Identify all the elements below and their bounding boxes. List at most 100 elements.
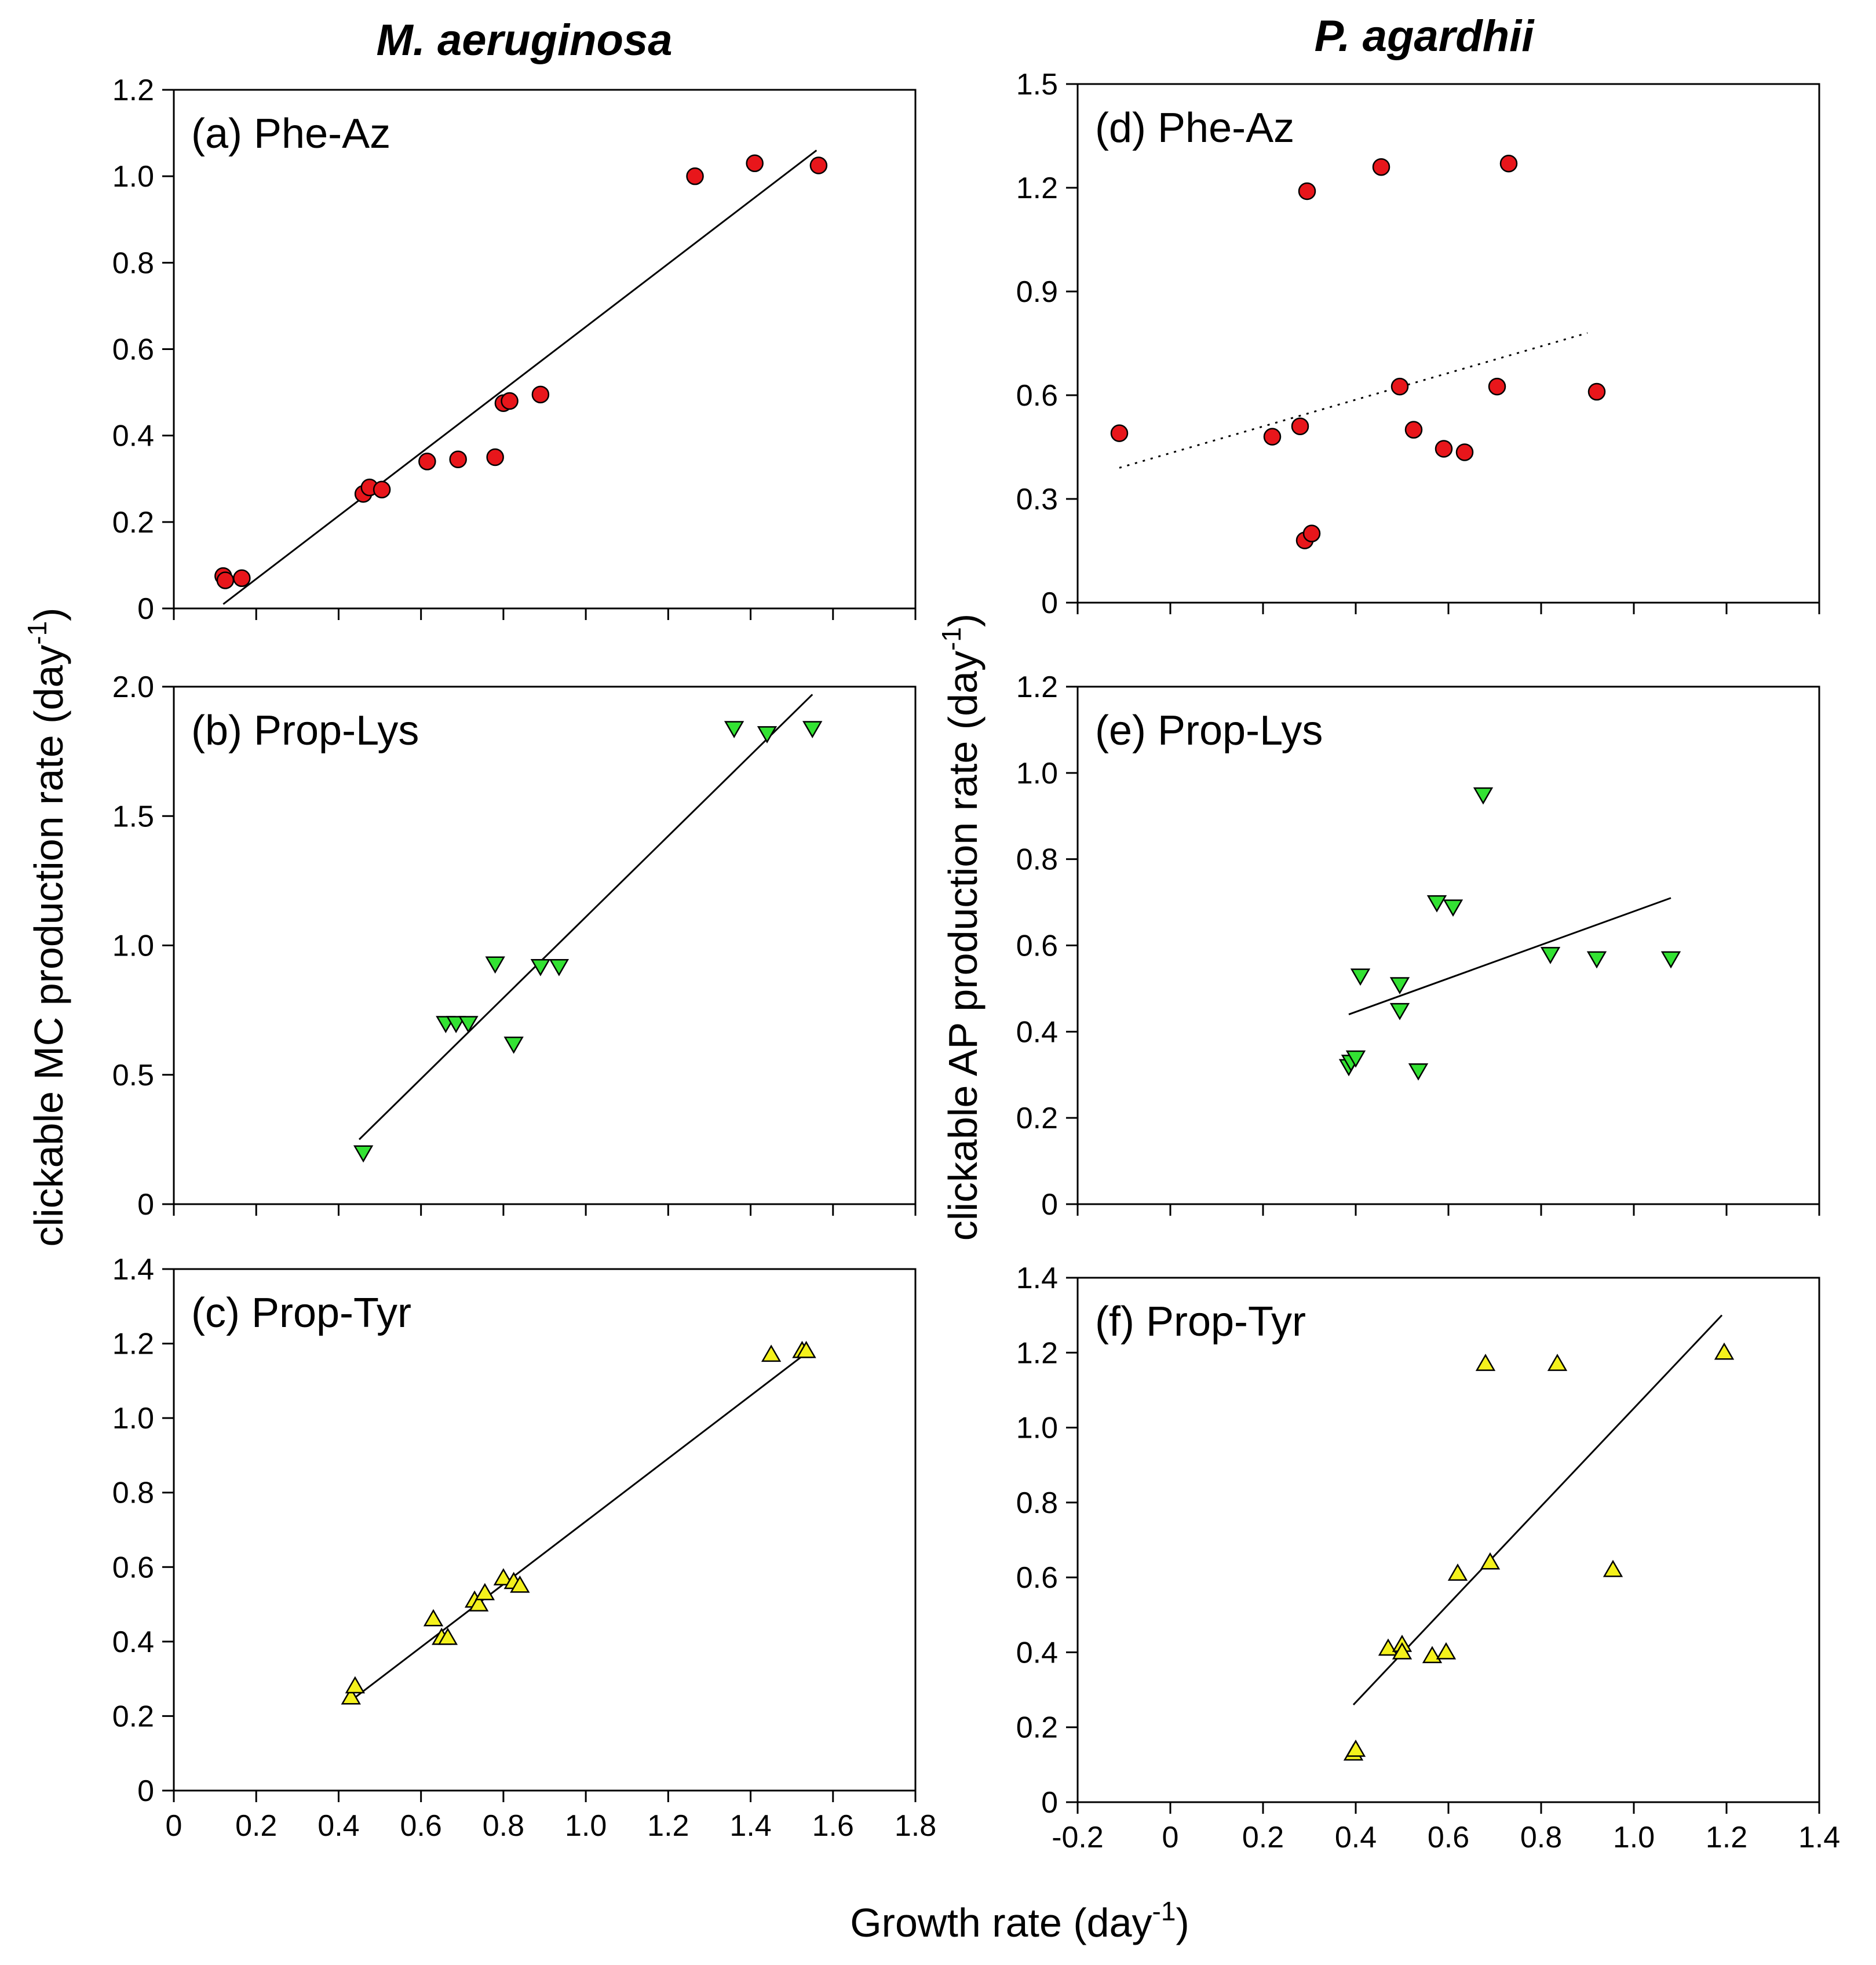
panel-c-xtick-label: 1.6 bbox=[812, 1809, 854, 1843]
panel-e-point bbox=[1443, 899, 1463, 917]
panel-c-xtick-label: 1.4 bbox=[729, 1809, 771, 1843]
panel-e-point bbox=[1389, 1002, 1410, 1020]
right-y-axis-title: clickable AP production rate (day-1) bbox=[936, 614, 986, 1241]
panel-c-xtick-label: 0.4 bbox=[317, 1809, 359, 1843]
panel-b-point bbox=[503, 1036, 524, 1054]
panel-a-point bbox=[746, 154, 764, 173]
panel-b-point bbox=[802, 721, 823, 738]
left-y-axis-title-close: ) bbox=[26, 607, 71, 621]
panel-c-xtick-label: 1.8 bbox=[895, 1809, 936, 1843]
panel-d-fit-line bbox=[1119, 332, 1588, 469]
panel-f-point bbox=[1714, 1342, 1735, 1360]
panel-e-point bbox=[1389, 977, 1410, 994]
panel-b-fit-line bbox=[358, 694, 813, 1140]
panel-f-ytick-label: 1.2 bbox=[1016, 1336, 1058, 1370]
panel-c-point bbox=[475, 1583, 495, 1601]
panel-f-xtick-label: 1.0 bbox=[1613, 1821, 1655, 1854]
panel-d-point bbox=[1499, 154, 1518, 173]
panel-d-point bbox=[1488, 377, 1506, 396]
panel-a-ytick-label: 1.2 bbox=[112, 74, 154, 107]
panel-b-point bbox=[724, 721, 744, 738]
panel-c-point bbox=[510, 1575, 530, 1593]
panel-f-ytick-label: 0.2 bbox=[1016, 1711, 1058, 1745]
right-y-axis-title-sup: -1 bbox=[936, 627, 966, 651]
panel-b-ytick-label: 0 bbox=[137, 1188, 154, 1222]
panel-a-ytick-label: 0.2 bbox=[112, 506, 154, 539]
panel-d-point bbox=[1435, 440, 1453, 458]
panel-c-xtick-label: 0.6 bbox=[400, 1809, 442, 1843]
panel-e: 0 0.2 0.4 0.6 0.8 1.0 1.2 (e) Prop-Lys bbox=[1016, 670, 1820, 1222]
panel-e-point bbox=[1408, 1063, 1429, 1081]
panel-f-point bbox=[1475, 1354, 1496, 1371]
panel-a-point bbox=[501, 392, 519, 410]
panel-d-point bbox=[1298, 182, 1316, 200]
panel-d-point bbox=[1263, 428, 1282, 446]
panel-e-point bbox=[1586, 951, 1607, 969]
panel-c-ytick-label: 1.2 bbox=[112, 1328, 154, 1361]
panel-f-xtick-label: 1.2 bbox=[1706, 1821, 1747, 1854]
panel-d-point bbox=[1372, 158, 1390, 176]
panel-b-label: (b) Prop-Lys bbox=[191, 708, 419, 754]
panel-c-ytick-label: 0.2 bbox=[112, 1700, 154, 1733]
panel-e-ytick-label: 1.0 bbox=[1016, 757, 1058, 790]
panel-f: 00.20.40.60.81.01.21.4-0.2 0 0.2 0.4 0.6 0.8 1… bbox=[1016, 1262, 1840, 1854]
panel-f-ytick-label: 1.4 bbox=[1016, 1262, 1058, 1295]
right-y-axis-title-close: ) bbox=[940, 614, 986, 627]
panel-e-point bbox=[1345, 1050, 1366, 1068]
panel-f-xtick-label: 0.8 bbox=[1520, 1821, 1562, 1854]
panel-d-label: (d) Phe-Az bbox=[1095, 105, 1294, 151]
panel-e-point bbox=[1350, 968, 1371, 986]
panel-f-xtick-label: 0.6 bbox=[1428, 1821, 1469, 1854]
panel-c-point bbox=[341, 1687, 361, 1705]
panel-a: 0 0.2 0.4 0.6 0.8 1.0 1.2 (a) Phe-Az bbox=[112, 74, 917, 626]
panel-a-point bbox=[486, 448, 504, 466]
panel-d-point bbox=[1302, 524, 1321, 542]
panel-c-xtick-label: 1.2 bbox=[647, 1809, 689, 1843]
panel-f-point bbox=[1480, 1552, 1501, 1570]
panel-a-point bbox=[809, 156, 828, 174]
panel-a-ytick-label: 0 bbox=[137, 592, 154, 626]
panel-c-fit-line bbox=[354, 1354, 805, 1698]
panel-a-label: (a) Phe-Az bbox=[191, 111, 390, 157]
panel-c-ytick-label: 0.8 bbox=[112, 1477, 154, 1510]
panel-c-ytick-label: 0.4 bbox=[112, 1625, 154, 1659]
panel-e-ytick-label: 0.8 bbox=[1016, 843, 1058, 877]
panel-e-point bbox=[1540, 947, 1561, 964]
panel-e-ytick-label: 0.6 bbox=[1016, 929, 1058, 963]
left-y-axis-title: clickable MC production rate (day-1) bbox=[22, 607, 71, 1246]
panel-a-point bbox=[373, 480, 391, 499]
panel-a-fit-line bbox=[222, 150, 817, 605]
panel-c-point bbox=[423, 1609, 444, 1627]
panel-a-ytick-label: 0.8 bbox=[112, 246, 154, 280]
panel-c-xtick-label: 0 bbox=[166, 1809, 183, 1843]
panel-f-point bbox=[1422, 1646, 1443, 1664]
panel-f-point bbox=[1603, 1559, 1623, 1577]
left-y-axis-title-sup: -1 bbox=[22, 621, 52, 645]
panel-d-point bbox=[1390, 377, 1409, 396]
panel-b: 0 0.5 1.0 1.5 2.0 (b) Prop-Lys bbox=[112, 670, 917, 1222]
panel-a-point bbox=[449, 450, 467, 468]
panel-b-point bbox=[530, 958, 551, 976]
panel-f-ytick-label: 1.0 bbox=[1016, 1412, 1058, 1445]
left-y-axis-title-text: clickable MC production rate (day bbox=[26, 645, 71, 1247]
panel-f-fit-line bbox=[1352, 1314, 1723, 1705]
panel-b-point bbox=[458, 1016, 479, 1033]
panel-f-xtick-label: 0 bbox=[1162, 1821, 1179, 1854]
panel-d-point bbox=[1110, 424, 1129, 442]
panel-f-ytick-label: 0.4 bbox=[1016, 1636, 1058, 1669]
panel-d-point bbox=[1587, 382, 1606, 401]
panel-f-point bbox=[1547, 1354, 1568, 1371]
panel-d-point bbox=[1404, 421, 1423, 439]
panel-d-ytick-label: 1.5 bbox=[1016, 68, 1058, 101]
panel-a-point bbox=[216, 571, 235, 589]
panels: 0 0.2 0.4 0.6 0.8 1.0 1.2 (a) Phe-Az 0 0.5 1.0 1.5 2… bbox=[112, 68, 1840, 1854]
panel-f-point bbox=[1378, 1638, 1399, 1656]
panel-c-frame bbox=[173, 1268, 917, 1792]
panel-e-fit-line bbox=[1348, 897, 1671, 1015]
panel-c-ytick-label: 0.6 bbox=[112, 1551, 154, 1584]
panel-e-ytick-label: 0.4 bbox=[1016, 1015, 1058, 1049]
panel-e-point bbox=[1473, 787, 1494, 805]
column-title-left: M. aeruginosa bbox=[377, 16, 673, 65]
